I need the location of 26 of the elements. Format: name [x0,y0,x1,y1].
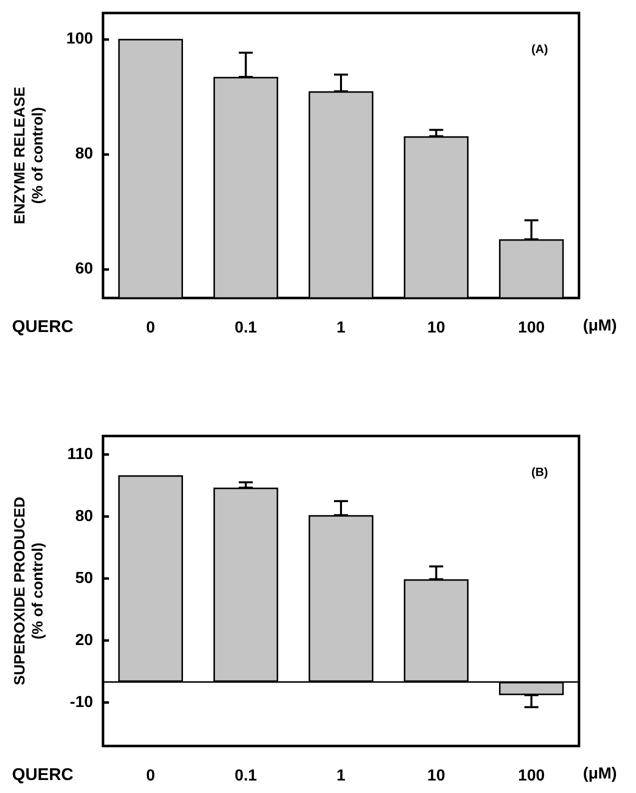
y-tick-label: 80 [75,508,94,526]
y-tick-label: 110 [67,446,94,464]
x-tick-label: 100 [518,320,545,336]
annotation: (A) [531,42,548,56]
text: (μM) [583,318,617,334]
x-tick-label: 1 [336,320,346,336]
y-tick-label: -10 [70,694,94,712]
y-tick-label: 100 [66,30,94,48]
x-tick-label: 100 [518,768,545,784]
x-tick-label: 0 [146,768,156,784]
text: (μM) [583,766,617,782]
x-axis-title: QUERC [12,317,74,336]
x-tick-label: 10 [427,768,446,784]
x-tick-label: 0.1 [234,768,258,784]
annotation: (B) [531,465,548,479]
y-tick-label: 60 [75,260,94,278]
y-tick-label: 20 [75,632,94,650]
x-tick-label: 0.1 [234,320,258,336]
x-tick-label: 1 [336,768,346,784]
y-axis-title: SUPEROXIDE PRODUCED (% of control) [12,496,46,686]
y-axis-title: ENZYME RELEASE (% of control) [12,86,46,224]
x-tick-label: 0 [146,320,156,336]
x-axis-title: QUERC [12,765,74,784]
y-tick-label: 50 [75,570,94,588]
y-tick-label: 80 [75,146,94,163]
x-tick-label: 10 [427,320,446,336]
